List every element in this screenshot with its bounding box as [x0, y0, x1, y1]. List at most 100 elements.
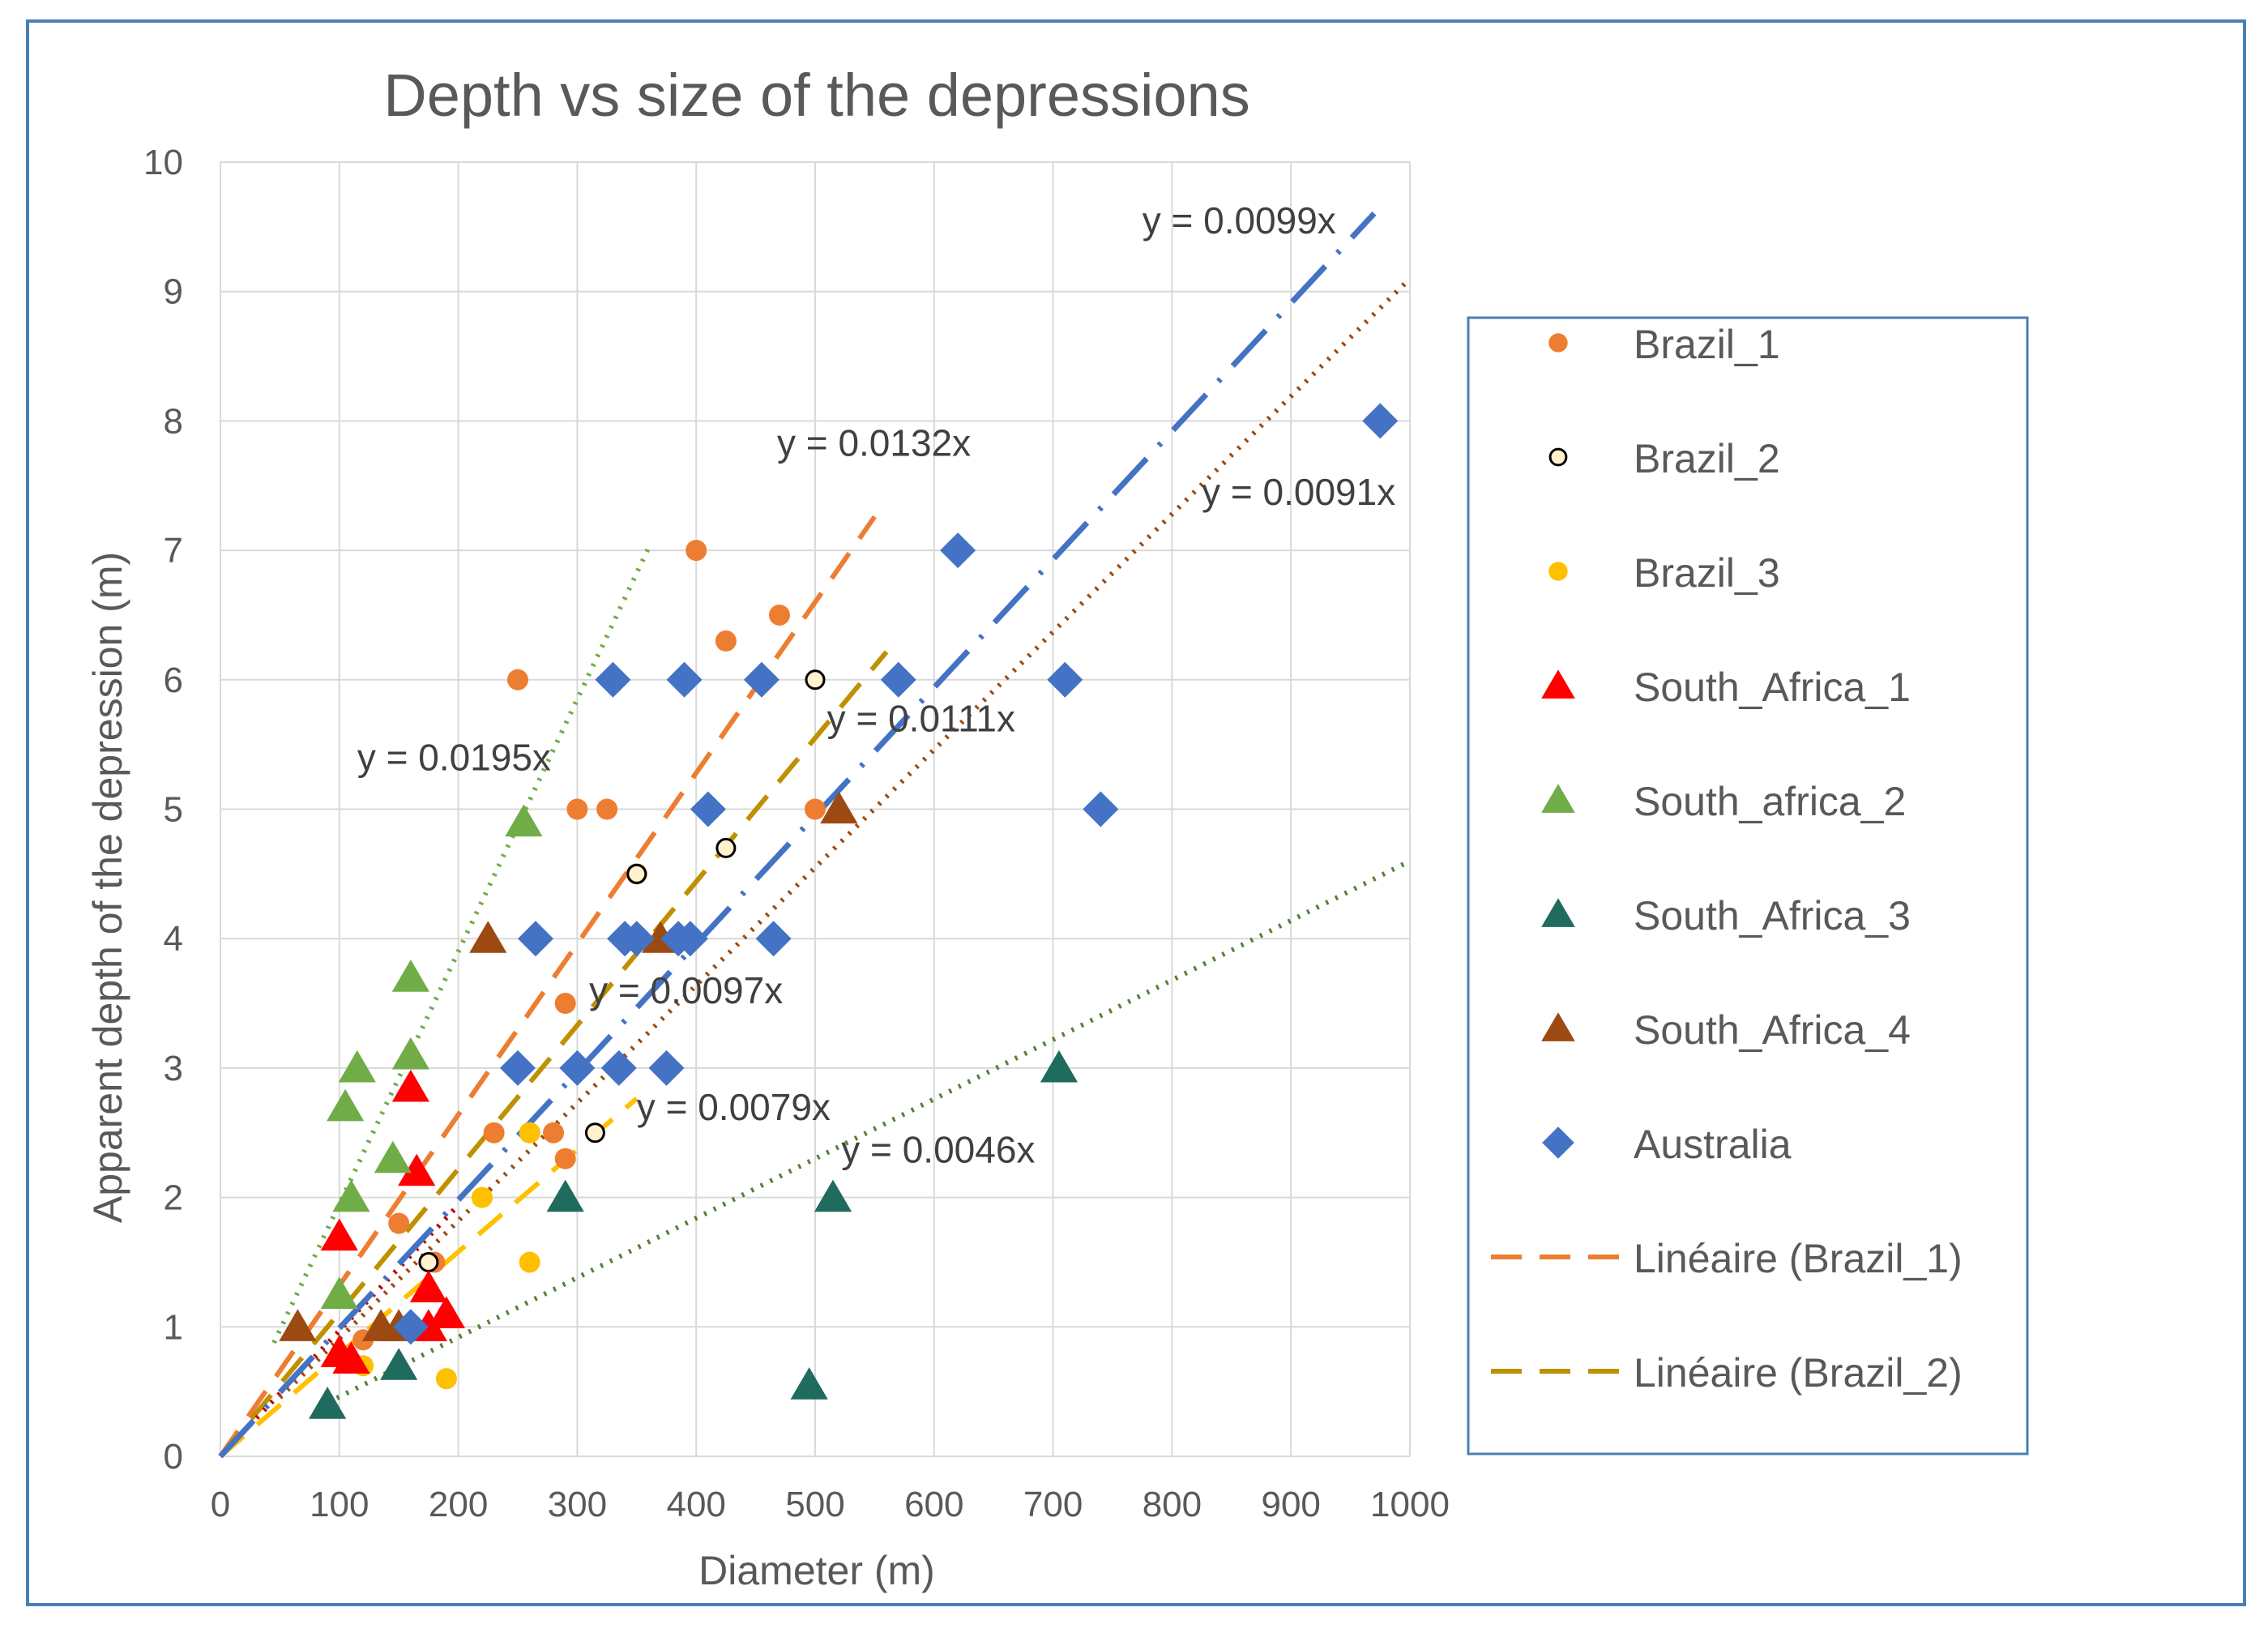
data-point: [519, 1122, 540, 1144]
data-point: [1548, 333, 1568, 353]
data-point: [543, 1122, 565, 1144]
data-point: [805, 798, 826, 820]
equation-label: y = 0.0195x: [357, 737, 551, 779]
y-tick-label: 10: [143, 143, 183, 182]
y-tick-label: 0: [164, 1437, 183, 1477]
legend-label: Australia: [1634, 1122, 1792, 1167]
trendline: [278, 276, 1412, 1400]
y-tick-label: 1: [164, 1307, 183, 1347]
data-point: [374, 1140, 412, 1173]
data-point: [686, 540, 707, 562]
data-point: [554, 1148, 576, 1169]
y-tick-label: 4: [164, 919, 183, 959]
y-tick-label: 8: [164, 401, 183, 441]
data-point: [814, 1179, 852, 1212]
data-point: [1548, 562, 1568, 581]
data-point: [327, 1088, 365, 1122]
data-point: [755, 921, 792, 957]
data-point: [600, 1049, 637, 1086]
data-point: [546, 1179, 584, 1212]
legend-box: [1467, 316, 2029, 1456]
data-point: [940, 532, 976, 569]
data-point: [1541, 1012, 1575, 1041]
chart-title: Depth vs size of the depressions: [383, 62, 1249, 129]
data-point: [596, 798, 618, 820]
data-point: [279, 1309, 317, 1341]
data-point: [427, 1296, 466, 1328]
legend-label: Linéaire (Brazil_1): [1634, 1236, 1963, 1281]
y-tick-label: 6: [164, 660, 183, 700]
legend-label: South_africa_2: [1634, 779, 1906, 824]
y-tick-label: 5: [164, 790, 183, 830]
data-point: [768, 604, 790, 626]
equation-label: y = 0.0046x: [841, 1128, 1035, 1170]
data-point: [648, 1049, 685, 1086]
data-point: [409, 1270, 447, 1302]
grid-lines: [220, 161, 1411, 1457]
data-point: [418, 1251, 439, 1272]
legend-label: Linéaire (Brazil_2): [1634, 1350, 1963, 1396]
data-point: [388, 1212, 410, 1234]
data-point: [320, 1276, 358, 1309]
data-point: [820, 791, 858, 824]
data-point: [626, 863, 647, 884]
data-point: [435, 1368, 457, 1390]
trendline: [326, 858, 1412, 1405]
y-tick-label: 7: [164, 531, 183, 571]
data-point: [805, 669, 826, 690]
data-point: [584, 1122, 605, 1144]
x-tick-label: 300: [548, 1485, 607, 1524]
x-axis-label: Diameter (m): [698, 1548, 935, 1593]
data-point: [505, 804, 543, 837]
legend-label: South_Africa_3: [1634, 893, 1911, 938]
x-tick-label: 800: [1143, 1485, 1202, 1524]
data-point: [338, 1049, 376, 1083]
data-point: [715, 630, 737, 652]
equation-label: y = 0.0132x: [777, 422, 971, 464]
data-points: [279, 403, 1399, 1419]
data-point: [1047, 661, 1083, 698]
axis-ticks: 0 100 200 300 400 500 600 700 800 900 1000 0 1 2 3 4 5 6 7…: [143, 143, 1450, 1524]
data-point: [392, 1309, 429, 1345]
data-point: [1542, 1126, 1574, 1159]
data-point: [1541, 784, 1575, 813]
equation-label: y = 0.0099x: [1143, 199, 1336, 242]
data-point: [332, 1341, 370, 1374]
x-tick-label: 500: [785, 1485, 844, 1524]
legend-entries: Brazil_1 Brazil_2 Brazil_3 South_Africa_1 So…: [1491, 322, 1963, 1396]
data-point: [398, 1153, 436, 1186]
data-point: [880, 661, 916, 698]
data-point: [1040, 1049, 1078, 1083]
x-tick-label: 600: [904, 1485, 963, 1524]
y-axis-label: Apparent depth of the depression (m): [85, 552, 130, 1223]
data-point: [507, 669, 528, 690]
legend-label: South_Africa_1: [1634, 665, 1911, 710]
x-tick-label: 0: [211, 1485, 230, 1524]
data-point: [554, 993, 576, 1015]
data-point: [618, 921, 655, 957]
data-point: [715, 837, 737, 858]
y-tick-label: 3: [164, 1049, 183, 1088]
data-point: [500, 1049, 536, 1086]
data-point: [391, 1069, 429, 1102]
data-point: [380, 1348, 418, 1380]
data-point: [1362, 403, 1399, 439]
equation-label: y = 0.0097x: [589, 969, 783, 1011]
data-point: [595, 661, 631, 698]
x-tick-label: 1000: [1370, 1485, 1450, 1524]
data-point: [469, 921, 507, 953]
data-point: [471, 1186, 493, 1208]
equation-label: y = 0.0091x: [1202, 471, 1395, 513]
data-point: [672, 921, 708, 957]
data-point: [559, 1049, 596, 1086]
x-tick-label: 900: [1261, 1485, 1320, 1524]
equation-labels: y = 0.0099x y = 0.0132x y = 0.0091x y = 0.0…: [357, 199, 1395, 1171]
equation-label: y = 0.0111x: [827, 698, 1015, 740]
data-point: [666, 661, 703, 698]
x-tick-label: 200: [429, 1485, 488, 1524]
data-point: [483, 1122, 505, 1144]
data-point: [566, 798, 588, 820]
legend-label: Brazil_3: [1634, 550, 1780, 596]
x-tick-label: 700: [1023, 1485, 1083, 1524]
